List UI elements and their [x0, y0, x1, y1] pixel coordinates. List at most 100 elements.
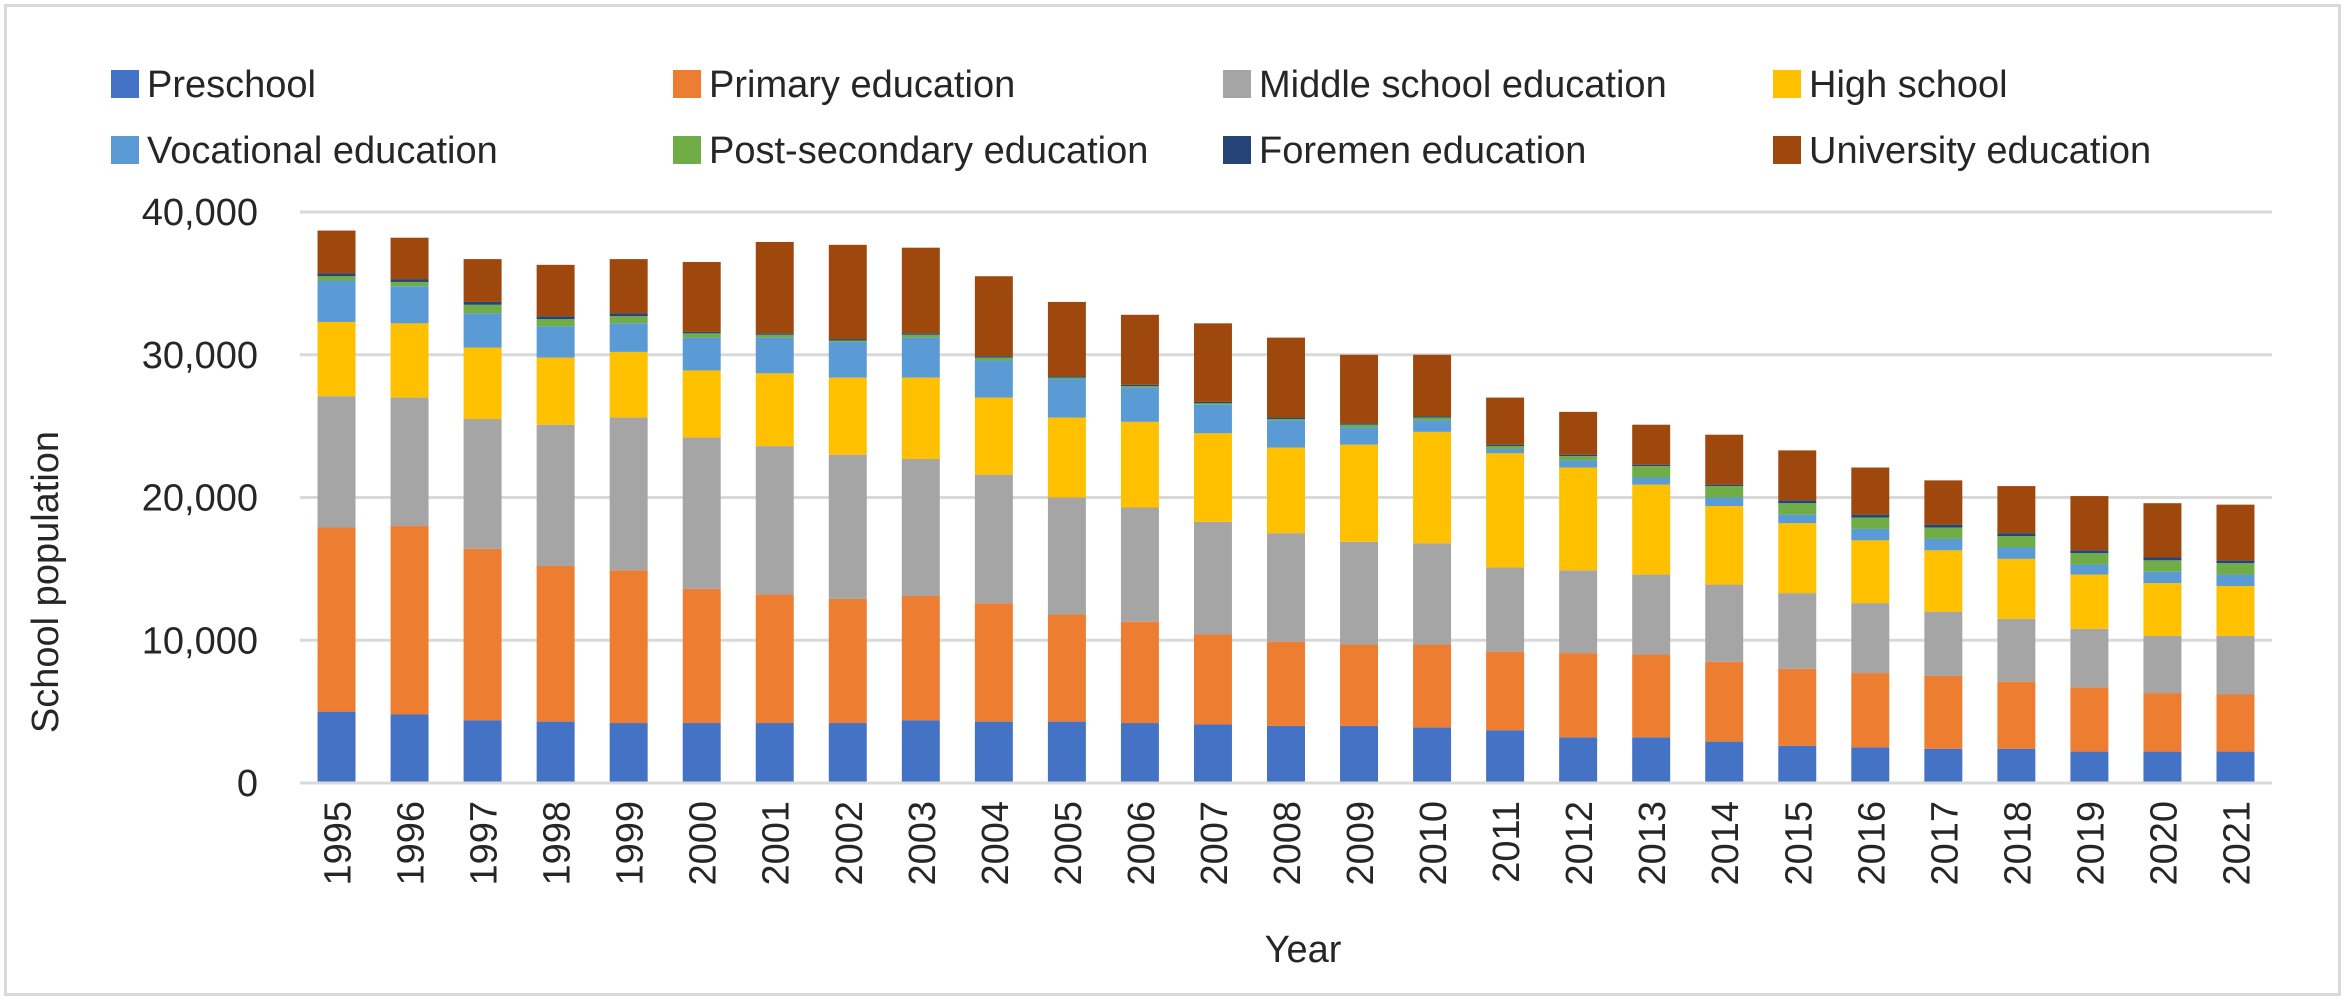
bar-segment-university-education-2006	[1120, 314, 1159, 385]
bar-segment-university-education-2013	[1632, 424, 1671, 465]
bar-segment-middle-school-education-1999	[609, 417, 648, 571]
bar-segment-middle-school-education-2010	[1413, 543, 1452, 645]
bar-segment-post-secondary-education-2017	[1924, 527, 1963, 539]
bar-segment-preschool-1995	[317, 711, 356, 783]
bar-segment-preschool-2009	[1340, 725, 1379, 783]
x-tick-label: 2010	[1413, 801, 1455, 886]
bar-segment-preschool-2017	[1924, 748, 1963, 783]
bar-segment-vocational-education-2011	[1486, 448, 1525, 454]
bar-segment-middle-school-education-2004	[974, 474, 1013, 604]
y-tick-label: 30,000	[142, 335, 258, 377]
bar-segment-post-secondary-education-2011	[1486, 446, 1525, 449]
bar-segment-preschool-2019	[2070, 751, 2109, 783]
bar-segment-foremen-education-2011	[1486, 444, 1525, 447]
bar-segment-middle-school-education-2007	[1193, 521, 1232, 635]
bar-segment-foremen-education-2006	[1120, 384, 1159, 387]
x-tick-label: 2008	[1267, 801, 1309, 886]
bar-segment-primary-education-2015	[1778, 668, 1817, 746]
bar-segment-preschool-1996	[390, 714, 429, 783]
x-tick-label: 1998	[537, 801, 579, 886]
legend-swatch-primary-education	[673, 70, 701, 98]
x-tick-label: 2017	[1924, 801, 1966, 886]
bar-segment-primary-education-2008	[1267, 641, 1305, 726]
x-axis-title: Year	[1265, 929, 1342, 971]
bar-segment-post-secondary-education-2009	[1340, 424, 1379, 428]
bar-segment-primary-education-2000	[682, 588, 721, 724]
x-tick-label: 2016	[1851, 801, 1893, 886]
bar-segment-vocational-education-2015	[1778, 514, 1817, 524]
bar-segment-primary-education-2013	[1632, 654, 1671, 738]
bar-segment-vocational-education-2007	[1193, 404, 1232, 434]
bar-segment-vocational-education-2017	[1924, 538, 1963, 551]
bar-segment-primary-education-2006	[1120, 621, 1159, 724]
x-tick-label: 2003	[902, 801, 944, 886]
bar-segment-post-secondary-education-2002	[828, 340, 867, 342]
bar-segment-foremen-education-2019	[2070, 550, 2109, 554]
bar-segment-post-secondary-education-2016	[1851, 517, 1890, 529]
bar-segment-university-education-2008	[1267, 337, 1305, 418]
x-tick-label: 2019	[2070, 801, 2112, 886]
bar-segment-preschool-2005	[1047, 721, 1086, 783]
bar-segment-foremen-education-2000	[682, 331, 721, 334]
bar-segment-middle-school-education-1998	[536, 424, 575, 567]
legend-swatch-middle-school-education	[1223, 70, 1251, 98]
bar-segment-foremen-education-1999	[609, 313, 648, 317]
bar-segment-high-school-2008	[1267, 447, 1305, 534]
bar-segment-high-school-2015	[1778, 523, 1817, 594]
legend-label-preschool: Preschool	[147, 64, 316, 106]
bar-segment-preschool-2016	[1851, 747, 1890, 783]
bar-segment-middle-school-education-2006	[1120, 507, 1159, 622]
bar-segment-vocational-education-2014	[1705, 497, 1744, 507]
bar-segment-university-education-2020	[2143, 503, 2182, 558]
bar-segment-high-school-2003	[901, 377, 940, 459]
bar-segment-primary-education-2021	[2216, 694, 2255, 752]
bar-segment-post-secondary-education-2013	[1632, 466, 1671, 478]
bar-segment-university-education-2002	[828, 244, 867, 340]
bar-segment-primary-education-2010	[1413, 644, 1452, 728]
x-tick-label: 1996	[391, 801, 433, 886]
x-tick-label: 2015	[1778, 801, 1820, 886]
bar-segment-middle-school-education-2013	[1632, 574, 1671, 655]
bar-segment-vocational-education-2020	[2143, 571, 2182, 584]
bar-segment-high-school-2016	[1851, 540, 1890, 604]
x-tick-label: 2000	[683, 801, 725, 886]
bar-segment-university-education-2014	[1705, 434, 1744, 485]
bar-segment-preschool-2000	[682, 723, 721, 783]
bar-segment-foremen-education-2016	[1851, 514, 1890, 518]
bar-segment-middle-school-education-2018	[1997, 618, 2036, 682]
bar-segment-post-secondary-education-1998	[536, 319, 575, 327]
bar-segment-foremen-education-2014	[1705, 484, 1744, 487]
bar-segment-foremen-education-2009	[1340, 423, 1379, 425]
x-tick-label: 2013	[1632, 801, 1674, 886]
bar-segment-high-school-2020	[2143, 583, 2182, 636]
bar-segment-foremen-education-2003	[901, 333, 940, 335]
x-tick-label: 2012	[1559, 801, 1601, 886]
bar-segment-preschool-1997	[463, 720, 502, 783]
bar-segment-university-education-1999	[609, 259, 648, 314]
bar-segment-high-school-1998	[536, 357, 575, 425]
bar-segment-preschool-2006	[1120, 723, 1159, 783]
y-tick-label: 40,000	[142, 192, 258, 234]
bar-segment-primary-education-2005	[1047, 614, 1086, 722]
x-tick-label: 2014	[1705, 801, 1747, 886]
bar-segment-post-secondary-education-2012	[1559, 456, 1598, 461]
bar-segment-post-secondary-education-2000	[682, 333, 721, 338]
bar-segment-foremen-education-2008	[1267, 417, 1305, 419]
bar-segment-middle-school-education-1996	[390, 397, 429, 527]
bar-segment-foremen-education-1998	[536, 316, 575, 320]
bar-segment-primary-education-2001	[755, 594, 794, 724]
bar-segment-vocational-education-2003	[901, 337, 940, 378]
x-tick-label: 1995	[318, 801, 360, 886]
bar-segment-high-school-2004	[974, 397, 1013, 475]
bar-segment-foremen-education-2021	[2216, 560, 2255, 564]
legend-label-middle-school-education: Middle school education	[1259, 64, 1667, 106]
bar-segment-post-secondary-education-1995	[317, 276, 356, 281]
bar-segment-post-secondary-education-1996	[390, 281, 429, 287]
bar-segment-post-secondary-education-2020	[2143, 560, 2182, 572]
bar-segment-high-school-2011	[1486, 453, 1525, 568]
bar-segment-post-secondary-education-2007	[1193, 403, 1232, 405]
bar-segment-vocational-education-2010	[1413, 420, 1452, 432]
bar-segment-university-education-2007	[1193, 323, 1232, 402]
axes: 0 10,000 20,000 30,000 40,000 1995 1996 1997 199…	[142, 192, 2272, 886]
bar-segment-primary-education-2003	[901, 595, 940, 721]
